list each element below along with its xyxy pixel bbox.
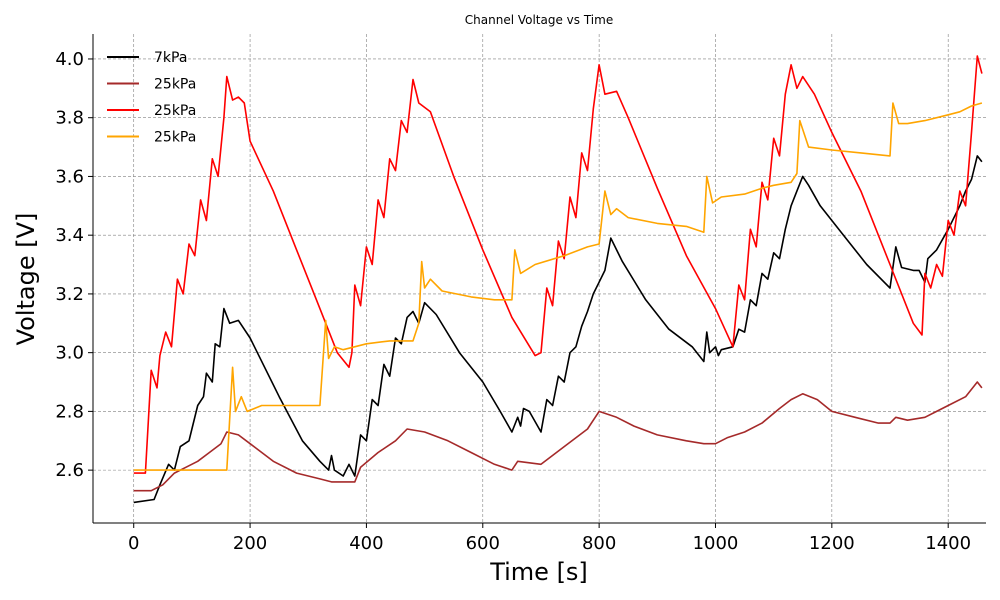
- x-tick-label: 1000: [693, 533, 739, 554]
- x-tick-label: 1200: [809, 533, 855, 554]
- y-tick-label: 3.6: [55, 166, 84, 187]
- ticks-layer: 0 200 400 600 800 1000 1200 1400 2.6 2.8 3.0 3.2 3.4…: [55, 49, 971, 554]
- series-line-3: [133, 55, 983, 474]
- series-line-1: [133, 155, 983, 504]
- y-tick-label: 2.8: [55, 401, 84, 422]
- x-tick-label: 200: [233, 533, 267, 554]
- legend-label-4: 25kPa: [154, 130, 196, 146]
- legend-label-3: 25kPa: [154, 103, 196, 119]
- legend-label-1: 7kPa: [154, 50, 187, 66]
- y-tick-label: 3.2: [55, 284, 84, 305]
- y-tick-label: 3.8: [55, 108, 84, 129]
- series-line-2: [133, 381, 983, 492]
- y-tick-label: 3.0: [55, 343, 84, 364]
- series-line-4: [133, 102, 983, 471]
- chart-title: Channel Voltage vs Time: [465, 13, 613, 27]
- series-layer: [133, 55, 983, 504]
- x-tick-label: 1400: [925, 533, 971, 554]
- x-tick-label: 600: [466, 533, 500, 554]
- legend-label-2: 25kPa: [154, 77, 196, 93]
- y-tick-label: 3.4: [55, 225, 84, 246]
- x-tick-label: 400: [349, 533, 383, 554]
- y-axis-label: Voltage [V]: [12, 213, 40, 346]
- legend: 7kPa 25kPa 25kPa 25kPa: [107, 50, 196, 146]
- y-tick-label: 2.6: [55, 460, 84, 481]
- grid-layer: [93, 34, 986, 523]
- x-axis-label: Time [s]: [489, 558, 588, 586]
- axes-layer: [92, 34, 986, 524]
- y-tick-label: 4.0: [55, 49, 84, 70]
- x-tick-label: 0: [128, 533, 139, 554]
- x-tick-label: 800: [582, 533, 616, 554]
